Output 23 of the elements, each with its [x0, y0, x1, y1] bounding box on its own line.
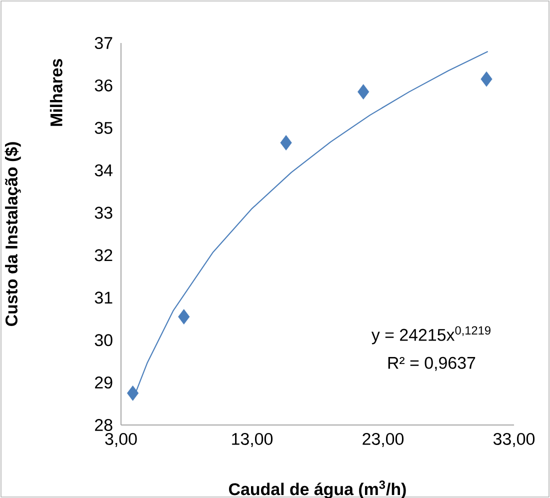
x-tick-label: 3,00 — [105, 432, 137, 447]
y-tick-label: 29 — [95, 376, 112, 389]
point — [280, 135, 292, 150]
y-tick-label: 37 — [94, 37, 112, 50]
x-tick-label: 23,00 — [362, 432, 404, 447]
text: Milhares — [50, 59, 62, 126]
y-tick-label: 31 — [94, 292, 112, 304]
y-tick-label: 28 — [95, 419, 112, 431]
y-tick-label: 30 — [94, 334, 112, 346]
point — [178, 309, 190, 324]
x-tick-label: 13,00 — [232, 432, 273, 447]
y-tick-label: 32 — [94, 249, 112, 262]
annotation: R² = 0,9637 — [388, 356, 476, 371]
x-tick-label: 33,00 — [493, 432, 535, 447]
y-tick-label: 33 — [94, 206, 112, 219]
point — [126, 385, 139, 401]
y-tick-label: 35 — [94, 122, 112, 134]
annotation: y = 24215x$^{0,1219}$ — [371, 326, 490, 344]
point — [480, 71, 492, 87]
y-tick-label: 36 — [94, 79, 112, 92]
point — [358, 84, 370, 100]
y-axis-title: Custo da Instalação ($) — [4, 142, 21, 326]
y-tick-label: 34 — [94, 164, 113, 176]
